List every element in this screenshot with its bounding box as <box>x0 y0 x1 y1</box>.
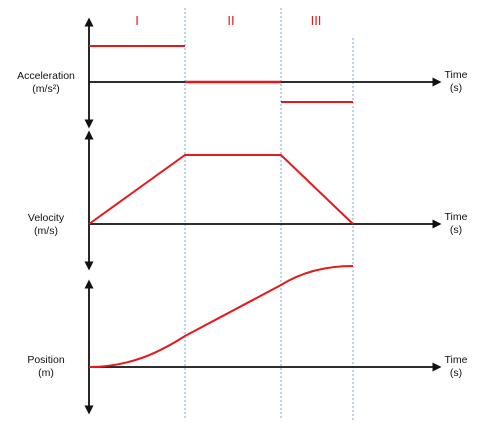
position-x-label: Time (s) <box>444 354 468 379</box>
phase-label-3: III <box>310 13 322 28</box>
acceleration-y-label: Acceleration (m/s²) <box>17 70 75 95</box>
velocity-y-label: Velocity (m/s) <box>27 212 65 237</box>
acceleration-x-label: Time (s) <box>444 69 468 94</box>
velocity-curve <box>88 154 354 225</box>
velocity-x-label: Time (s) <box>444 211 468 236</box>
phase-label-1: I <box>135 13 139 28</box>
position-y-label: Position (m) <box>27 354 65 379</box>
phase-label-2: II <box>227 13 235 28</box>
position-curve <box>88 265 354 368</box>
